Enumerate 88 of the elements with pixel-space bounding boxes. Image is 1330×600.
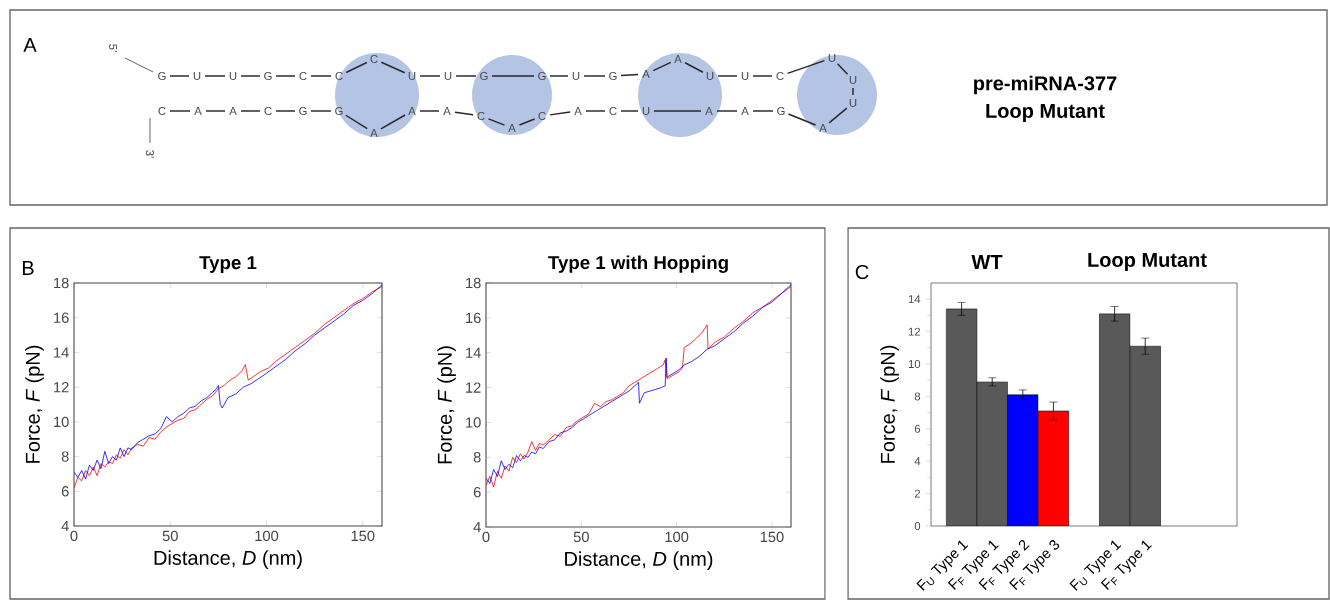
text: U bbox=[408, 72, 416, 80]
x-tick-label: 50 bbox=[162, 530, 178, 542]
text: A bbox=[674, 55, 682, 63]
text: C bbox=[158, 106, 166, 115]
text: A bbox=[741, 107, 749, 115]
y-tick-label: 10 bbox=[908, 360, 921, 368]
text: A bbox=[819, 124, 827, 132]
text: G bbox=[335, 106, 343, 115]
text: pre-miRNA-377 bbox=[974, 75, 1117, 95]
text: C bbox=[855, 264, 869, 280]
text: C bbox=[609, 106, 617, 115]
y-tick-label: 16 bbox=[466, 312, 481, 324]
y-tick-label: 18 bbox=[54, 277, 69, 289]
y-tick-label: 4 bbox=[473, 521, 481, 533]
text: G bbox=[158, 71, 166, 80]
y-tick-label: 2 bbox=[914, 489, 921, 498]
y-tick-label: 10 bbox=[466, 417, 481, 428]
y-tick-label: 6 bbox=[61, 486, 69, 497]
text: B bbox=[22, 261, 34, 275]
text: U bbox=[444, 72, 452, 80]
text: A bbox=[23, 38, 37, 52]
text: 5' bbox=[109, 44, 117, 52]
y-tick-label: 14 bbox=[466, 347, 481, 358]
y-tick-label: 16 bbox=[54, 312, 69, 323]
text: A bbox=[370, 129, 378, 137]
text: G bbox=[480, 71, 488, 80]
x-tick-label: 150 bbox=[760, 531, 784, 543]
text: U bbox=[193, 72, 201, 80]
y-tick-label: 14 bbox=[908, 295, 921, 304]
y-tick-label: 6 bbox=[473, 486, 481, 498]
x-tick-label: 100 bbox=[665, 531, 689, 543]
y-tick-label: 12 bbox=[466, 382, 481, 393]
text: U bbox=[706, 72, 714, 80]
y-tick-label: 12 bbox=[908, 327, 921, 336]
text: A bbox=[574, 107, 582, 115]
x-axis-title: Distance, D (nm) bbox=[565, 551, 713, 570]
y-axis-title: Force, F (pN) bbox=[25, 345, 44, 463]
text: G bbox=[538, 71, 546, 80]
y-tick-label: 12 bbox=[54, 382, 69, 393]
text: A bbox=[642, 70, 650, 78]
text: G bbox=[264, 71, 272, 80]
text: A bbox=[705, 107, 713, 115]
text: U bbox=[572, 72, 580, 80]
x-tick-label: 50 bbox=[573, 531, 589, 543]
text: U bbox=[849, 99, 857, 107]
text: C bbox=[370, 54, 378, 63]
x-tick-label: 0 bbox=[482, 531, 490, 543]
y-tick-label: 8 bbox=[473, 452, 481, 463]
text: A bbox=[229, 107, 237, 115]
text: G bbox=[777, 106, 785, 115]
y-tick-label: 8 bbox=[61, 451, 69, 462]
text: U bbox=[849, 76, 857, 84]
text: A bbox=[508, 124, 516, 132]
text: C bbox=[776, 71, 784, 80]
text: U bbox=[741, 72, 749, 80]
text: Loop Mutant bbox=[1088, 253, 1207, 271]
y-axis-title: Force, F (pN) bbox=[437, 346, 456, 464]
text: A bbox=[443, 107, 451, 115]
text: U bbox=[828, 54, 836, 62]
text: WT bbox=[971, 255, 1003, 269]
x-tick-label: 0 bbox=[70, 530, 78, 542]
text: C bbox=[335, 71, 343, 80]
text: G bbox=[609, 71, 617, 80]
text: G bbox=[299, 106, 307, 115]
text: U bbox=[229, 72, 237, 80]
chart-title: Type 1 bbox=[199, 256, 257, 273]
chart-title: Type 1 with Hopping bbox=[548, 255, 728, 273]
text: A bbox=[194, 107, 202, 115]
x-axis-title: Distance, D (nm) bbox=[154, 550, 302, 569]
text: C bbox=[264, 106, 272, 115]
text: C bbox=[477, 111, 485, 120]
y-tick-label: 4 bbox=[914, 457, 921, 466]
y-tick-label: 0 bbox=[914, 522, 921, 531]
y-tick-label: 14 bbox=[54, 347, 69, 358]
y-tick-label: 4 bbox=[61, 520, 69, 532]
text: Loop Mutant bbox=[986, 104, 1105, 122]
y-tick-label: 8 bbox=[914, 392, 921, 401]
y-tick-label: 6 bbox=[914, 424, 921, 433]
text: 3' bbox=[146, 150, 155, 158]
x-tick-label: 100 bbox=[255, 530, 279, 542]
text: U bbox=[642, 107, 650, 115]
text: C bbox=[299, 71, 307, 80]
text: C bbox=[538, 111, 546, 120]
x-tick-label: 150 bbox=[351, 530, 375, 542]
y-axis-title: Force, F (pN) bbox=[880, 345, 899, 463]
text: A bbox=[408, 107, 416, 115]
y-tick-label: 10 bbox=[54, 416, 69, 428]
y-tick-label: 18 bbox=[466, 277, 481, 289]
